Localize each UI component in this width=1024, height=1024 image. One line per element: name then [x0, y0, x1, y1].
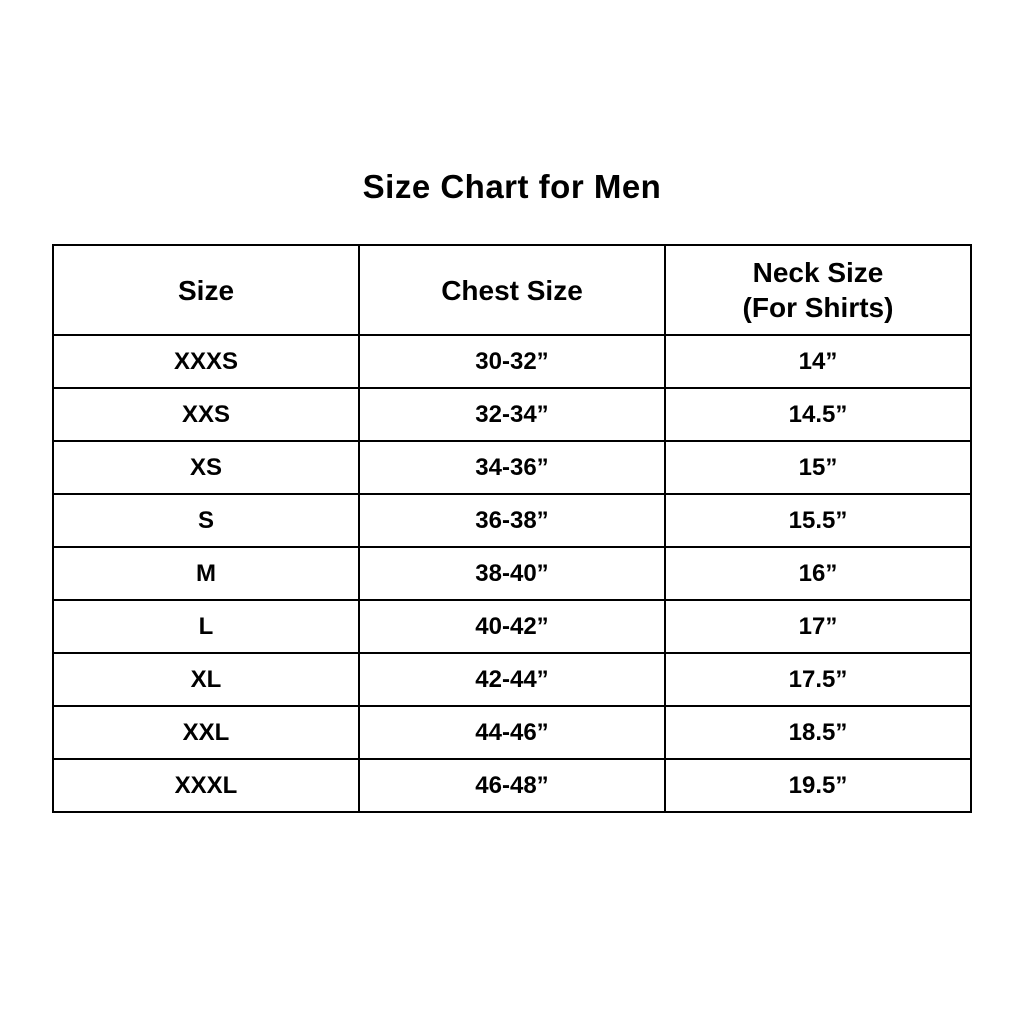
cell-chest-size: 42-44”: [358, 652, 666, 707]
column-header-chest-size: Chest Size: [358, 244, 666, 336]
cell-size: XXS: [52, 387, 360, 442]
table-row: L 40-42” 17”: [52, 599, 972, 654]
cell-neck-size: 18.5”: [664, 705, 972, 760]
cell-neck-size: 16”: [664, 546, 972, 601]
cell-size: M: [52, 546, 360, 601]
cell-chest-size: 44-46”: [358, 705, 666, 760]
column-header-neck-size: Neck Size (For Shirts): [664, 244, 972, 336]
table-row: XXS 32-34” 14.5”: [52, 387, 972, 442]
cell-chest-size: 40-42”: [358, 599, 666, 654]
table-row: XXL 44-46” 18.5”: [52, 705, 972, 760]
size-chart-table: Size Chest Size Neck Size (For Shirts) X…: [52, 244, 972, 813]
table-row: XL 42-44” 17.5”: [52, 652, 972, 707]
table-header-row: Size Chest Size Neck Size (For Shirts): [52, 244, 972, 336]
cell-size: XS: [52, 440, 360, 495]
cell-size: L: [52, 599, 360, 654]
cell-neck-size: 15”: [664, 440, 972, 495]
cell-neck-size: 17”: [664, 599, 972, 654]
cell-neck-size: 14”: [664, 334, 972, 389]
table-body: XXXS 30-32” 14” XXS 32-34” 14.5” XS 34-3…: [52, 334, 972, 813]
page-title: Size Chart for Men: [362, 168, 662, 205]
cell-chest-size: 36-38”: [358, 493, 666, 548]
table-row: S 36-38” 15.5”: [52, 493, 972, 548]
column-header-chest-size-label: Chest Size: [441, 274, 583, 306]
table-row: XS 34-36” 15”: [52, 440, 972, 495]
table-row: XXXL 46-48” 19.5”: [52, 758, 972, 813]
cell-chest-size: 30-32”: [358, 334, 666, 389]
cell-chest-size: 46-48”: [358, 758, 666, 813]
column-header-neck-size-label: Neck Size: [752, 257, 884, 288]
cell-chest-size: 34-36”: [358, 440, 666, 495]
cell-chest-size: 38-40”: [358, 546, 666, 601]
cell-size: XXL: [52, 705, 360, 760]
column-header-size-label: Size: [177, 274, 235, 306]
cell-size: XL: [52, 652, 360, 707]
table-row: M 38-40” 16”: [52, 546, 972, 601]
cell-neck-size: 15.5”: [664, 493, 972, 548]
table-header: Size Chest Size Neck Size (For Shirts): [52, 244, 972, 336]
cell-chest-size: 32-34”: [358, 387, 666, 442]
cell-size: XXXS: [52, 334, 360, 389]
cell-neck-size: 14.5”: [664, 387, 972, 442]
column-header-size: Size: [52, 244, 360, 336]
cell-neck-size: 19.5”: [664, 758, 972, 813]
table-row: XXXS 30-32” 14”: [52, 334, 972, 389]
column-header-neck-size-sublabel: (For Shirts): [742, 292, 894, 323]
cell-size: S: [52, 493, 360, 548]
cell-size: XXXL: [52, 758, 360, 813]
cell-neck-size: 17.5”: [664, 652, 972, 707]
